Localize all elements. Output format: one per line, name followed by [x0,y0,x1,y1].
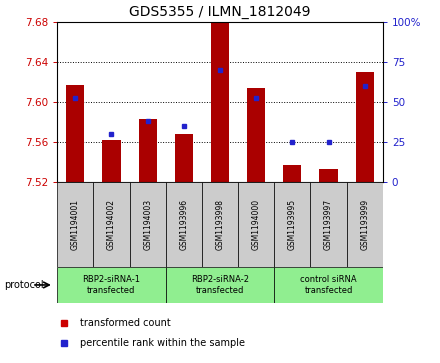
Bar [202,182,238,267]
Bar [319,168,337,182]
Text: protocol: protocol [4,280,44,290]
Text: percentile rank within the sample: percentile rank within the sample [80,338,245,348]
Bar [175,134,193,182]
Bar [129,182,166,267]
Text: GSM1194000: GSM1194000 [252,199,260,250]
Bar [247,87,265,182]
Text: RBP2-siRNA-1
transfected: RBP2-siRNA-1 transfected [82,275,140,295]
Bar [238,182,274,267]
Text: GSM1194002: GSM1194002 [107,199,116,250]
Bar [57,267,166,303]
Text: GSM1193999: GSM1193999 [360,199,369,250]
Bar [274,182,311,267]
Bar [93,182,129,267]
Text: GSM1193996: GSM1193996 [180,199,188,250]
Bar [57,182,93,267]
Text: GSM1193998: GSM1193998 [216,199,224,250]
Bar [311,182,347,267]
Bar [356,72,374,182]
Bar [347,182,383,267]
Bar [66,85,84,182]
Bar [103,139,121,182]
Text: control siRNA
transfected: control siRNA transfected [300,275,357,295]
Bar [139,119,157,182]
Bar [166,267,274,303]
Bar [211,23,229,182]
Text: RBP2-siRNA-2
transfected: RBP2-siRNA-2 transfected [191,275,249,295]
Text: GSM1193995: GSM1193995 [288,199,297,250]
Title: GDS5355 / ILMN_1812049: GDS5355 / ILMN_1812049 [129,5,311,19]
Text: GSM1193997: GSM1193997 [324,199,333,250]
Bar [274,267,383,303]
Text: transformed count: transformed count [80,318,171,328]
Bar [283,164,301,182]
Text: GSM1194003: GSM1194003 [143,199,152,250]
Bar [166,182,202,267]
Text: GSM1194001: GSM1194001 [71,199,80,250]
